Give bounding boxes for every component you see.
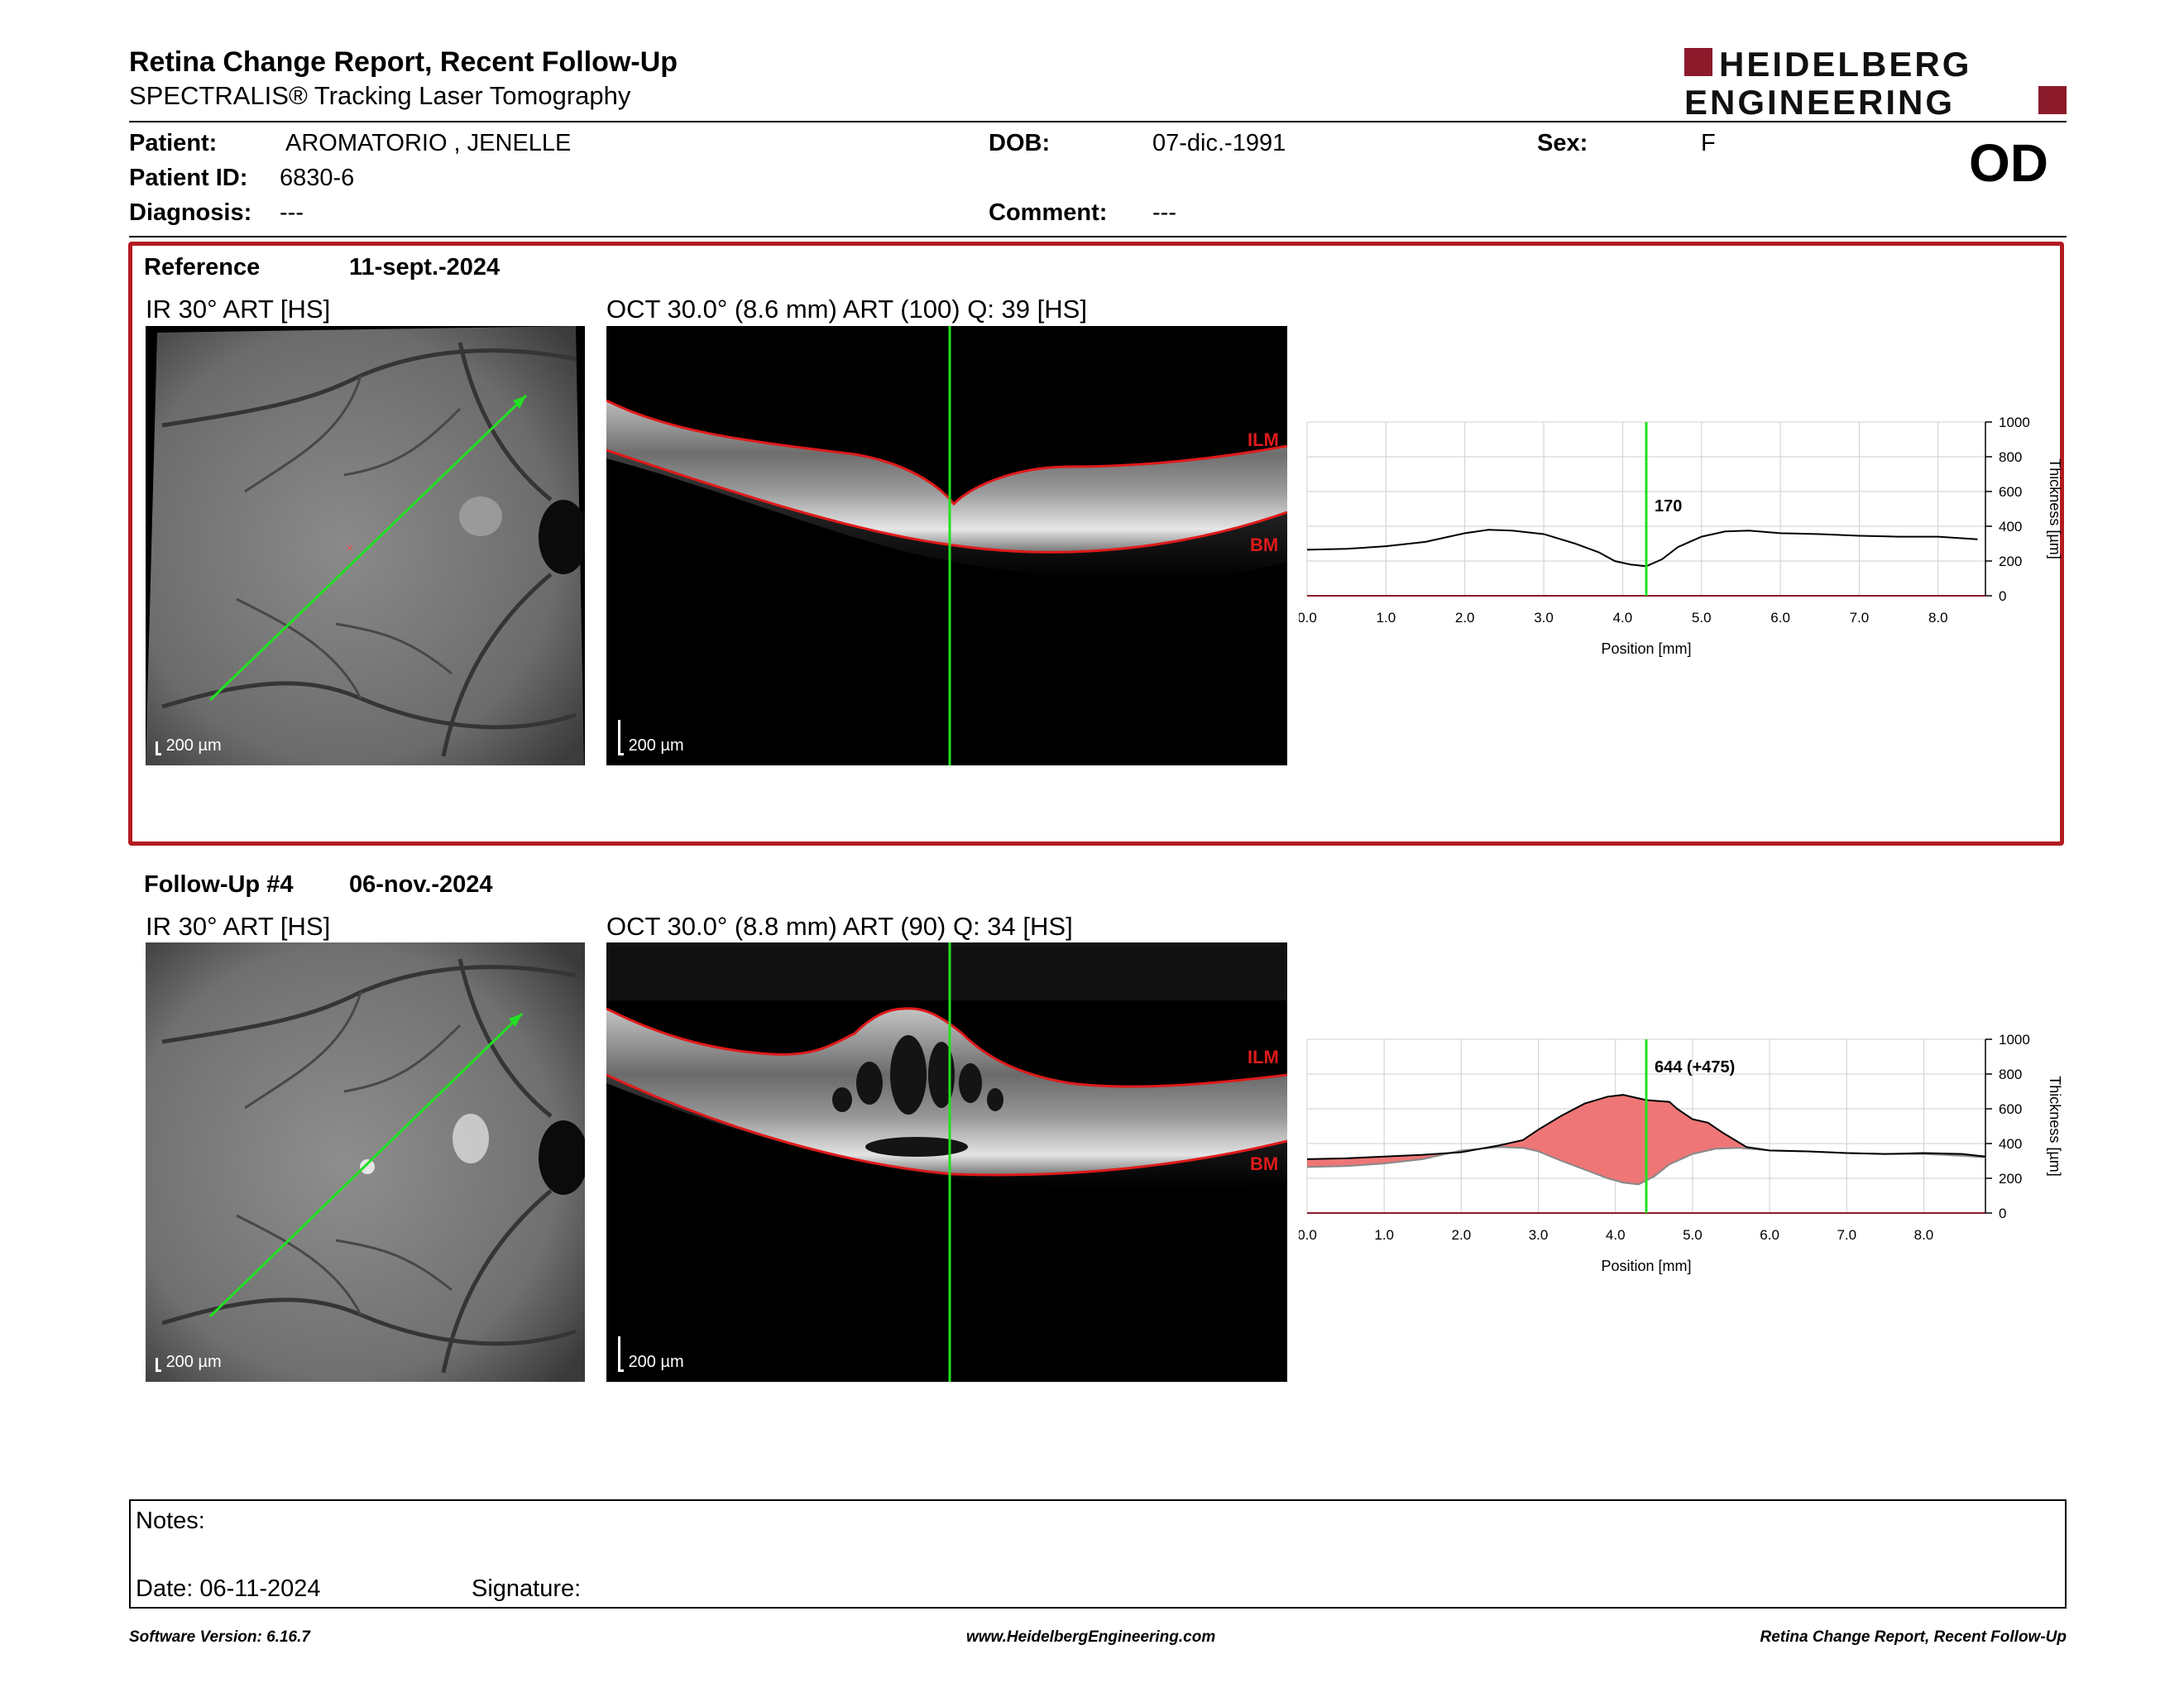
- x-tick-label: 7.0: [1850, 610, 1870, 626]
- x-tick-label: 5.0: [1692, 610, 1712, 626]
- reference-frame: [128, 242, 2064, 846]
- y-tick-label: 600: [1999, 484, 2022, 500]
- header-rule: [129, 121, 2067, 122]
- y-tick-label: 1000: [1999, 1032, 2030, 1048]
- y-tick-label: 0: [1999, 1206, 2006, 1221]
- dob-label: DOB:: [989, 130, 1051, 156]
- x-axis-label: Position [mm]: [1601, 640, 1691, 657]
- followup-oct-title: OCT 30.0° (8.8 mm) ART (90) Q: 34 [HS]: [606, 912, 1073, 941]
- logo-square-bottom: [2038, 86, 2067, 114]
- notes-date: Date: 06-11-2024: [136, 1575, 321, 1602]
- x-tick-label: 3.0: [1529, 1227, 1549, 1243]
- followup-bm-label: BM: [1250, 1153, 1278, 1174]
- patient-id-label: Patient ID:: [129, 165, 248, 191]
- y-tick-label: 800: [1999, 449, 2022, 465]
- reference-bm-label: BM: [1250, 535, 1278, 555]
- patient-id-value: 6830-6: [280, 165, 355, 191]
- patient-label: Patient:: [129, 130, 218, 156]
- y-tick-label: 0: [1999, 588, 2006, 604]
- x-tick-label: 1.0: [1377, 610, 1396, 626]
- report-subtitle: SPECTRALIS® Tracking Laser Tomography: [129, 81, 631, 110]
- reference-ir-image: × 200 µm: [146, 326, 585, 765]
- notes-label: Notes:: [136, 1508, 205, 1534]
- heidelberg-logo: HEIDELBERG ENGINEERING: [1684, 45, 2067, 117]
- thickness-line: [1306, 529, 1978, 568]
- reference-ir-scalebar: 200 µm: [156, 736, 222, 755]
- logo-square-top: [1684, 48, 1712, 76]
- reference-label: Reference: [144, 254, 261, 281]
- signature-label: Signature:: [472, 1575, 582, 1602]
- x-tick-label: 4.0: [1606, 1227, 1626, 1243]
- logo-line1: HEIDELBERG: [1719, 45, 1971, 84]
- y-tick-label: 200: [1999, 1171, 2022, 1187]
- y-tick-label: 400: [1999, 1136, 2022, 1152]
- followup-thickness-line: [1306, 1094, 1986, 1160]
- x-axis-label: Position [mm]: [1601, 1258, 1691, 1274]
- followup-ir-title: IR 30° ART [HS]: [146, 912, 331, 941]
- x-tick-label: 0.0: [1299, 610, 1317, 626]
- footer-report: Retina Change Report, Recent Follow-Up: [1760, 1628, 2067, 1646]
- followup-ir-image: 200 µm: [146, 942, 585, 1382]
- x-tick-label: 7.0: [1837, 1227, 1856, 1243]
- x-tick-label: 6.0: [1770, 610, 1790, 626]
- x-tick-label: 6.0: [1760, 1227, 1779, 1243]
- followup-ilm-label: ILM: [1248, 1047, 1279, 1067]
- diagnosis-label: Diagnosis:: [129, 199, 252, 226]
- x-tick-label: 8.0: [1914, 1227, 1934, 1243]
- logo-line2: ENGINEERING: [1684, 83, 1955, 117]
- report-title: Retina Change Report, Recent Follow-Up: [129, 46, 678, 78]
- sex-label: Sex:: [1537, 130, 1588, 156]
- followup-ir-scalebar: 200 µm: [156, 1353, 222, 1372]
- y-tick-label: 800: [1999, 1067, 2022, 1082]
- footer-software: Software Version: 6.16.7: [129, 1628, 310, 1646]
- eye-label: OD: [1969, 133, 2048, 193]
- sex-value: F: [1701, 130, 1716, 156]
- reference-thickness-chart: 0.0 1.0 2.0 3.0 4.0 5.0 6.0 7.0 8.0 0 200 400 600 800…: [1299, 415, 2063, 657]
- reference-oct-image: ILM BM 200 µm: [606, 326, 1287, 765]
- dob-value: 07-dic.-1991: [1152, 130, 1286, 156]
- followup-label: Follow-Up #4: [144, 871, 294, 898]
- x-tick-label: 4.0: [1613, 610, 1633, 626]
- y-axis-label: Thickness [µm]: [2047, 458, 2063, 559]
- y-tick-label: 1000: [1999, 415, 2030, 430]
- followup-oct-scalebar: 200 µm: [618, 1336, 684, 1372]
- x-tick-label: 1.0: [1374, 1227, 1394, 1243]
- reference-ir-title: IR 30° ART [HS]: [146, 295, 331, 324]
- svg-text:×: ×: [346, 541, 353, 555]
- x-tick-label: 2.0: [1455, 610, 1475, 626]
- x-tick-label: 0.0: [1299, 1227, 1317, 1243]
- patient-rule: [129, 236, 2067, 237]
- footer-website[interactable]: www.HeidelbergEngineering.com: [966, 1628, 1216, 1646]
- reference-ilm-label: ILM: [1248, 429, 1279, 450]
- notes-box[interactable]: Notes: Date: 06-11-2024 Signature:: [129, 1499, 2067, 1609]
- cursor-value-label: 170: [1655, 497, 1682, 516]
- patient-name: AROMATORIO , JENELLE: [285, 130, 572, 156]
- comment-value: ---: [1152, 199, 1176, 226]
- x-tick-label: 3.0: [1534, 610, 1554, 626]
- followup-oct-image: ILM BM 200 µm: [606, 942, 1287, 1382]
- y-tick-label: 400: [1999, 519, 2022, 535]
- y-axis-label: Thickness [µm]: [2047, 1076, 2063, 1176]
- x-tick-label: 8.0: [1928, 610, 1948, 626]
- cursor-value-label: 644 (+475): [1655, 1058, 1735, 1077]
- reference-oct-title: OCT 30.0° (8.6 mm) ART (100) Q: 39 [HS]: [606, 295, 1087, 324]
- x-tick-label: 5.0: [1683, 1227, 1703, 1243]
- y-tick-label: 200: [1999, 554, 2022, 569]
- reference-date: 11-sept.-2024: [349, 254, 500, 281]
- reference-oct-scalebar: 200 µm: [618, 720, 684, 755]
- x-tick-label: 2.0: [1452, 1227, 1472, 1243]
- comment-label: Comment:: [989, 199, 1108, 226]
- followup-date: 06-nov.-2024: [349, 871, 493, 898]
- followup-thickness-chart: 0.0 1.0 2.0 3.0 4.0 5.0 6.0 7.0 8.0 0 200 400 600 800…: [1299, 1032, 2063, 1274]
- y-tick-label: 600: [1999, 1101, 2022, 1117]
- diagnosis-value: ---: [280, 199, 304, 226]
